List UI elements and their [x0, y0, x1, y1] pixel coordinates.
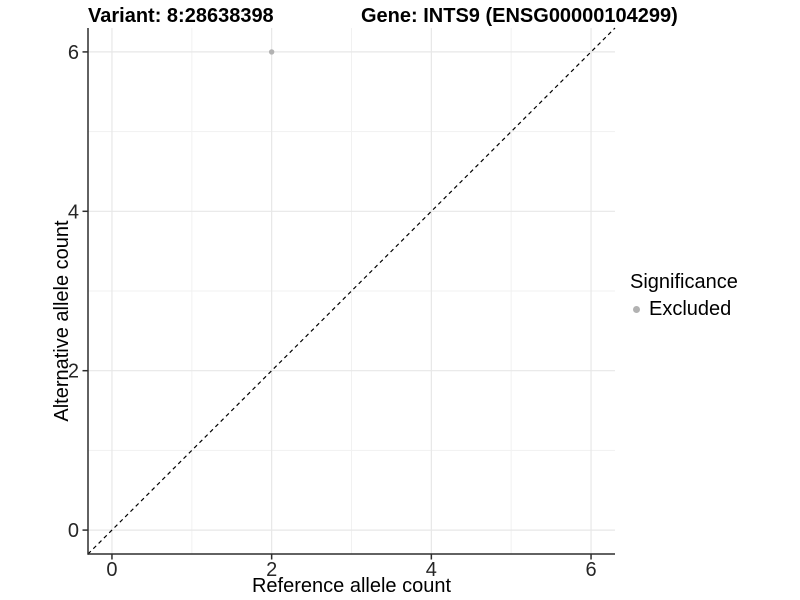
x-tick-label: 0 [106, 559, 117, 581]
plot-title-variant: Variant: 8:28638398 [88, 5, 274, 27]
plot-title-gene: Gene: INTS9 (ENSG00000104299) [361, 5, 678, 27]
y-tick-label: 4 [68, 201, 79, 223]
legend: Significance Excluded [630, 271, 738, 321]
excluded-marker-icon [633, 306, 640, 313]
x-tick-label: 4 [426, 559, 437, 581]
x-axis-title: Reference allele count [251, 575, 451, 597]
y-axis-title: Alternative allele count [51, 220, 73, 422]
y-tick-label: 2 [68, 361, 79, 383]
legend-title: Significance [630, 271, 738, 293]
x-tick-label: 6 [585, 559, 596, 581]
legend-item-label: Excluded [649, 298, 732, 320]
y-tick-label: 0 [68, 520, 79, 542]
data-point [268, 49, 275, 55]
y-tick-label: 6 [68, 42, 79, 64]
x-tick-label: 2 [266, 559, 277, 581]
legend-item-excluded: Excluded [630, 298, 738, 321]
